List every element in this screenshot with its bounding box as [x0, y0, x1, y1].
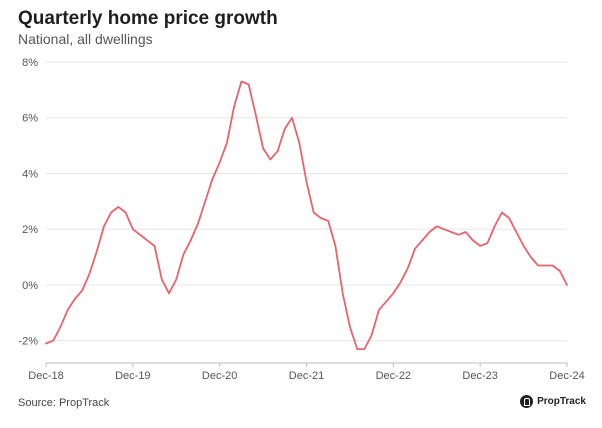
y-tick-label: 0% — [22, 280, 38, 292]
x-tick-label: Dec-24 — [549, 370, 584, 382]
x-tick-label: Dec-23 — [462, 370, 497, 382]
chart-subtitle: National, all dwellings — [18, 31, 153, 47]
brand-name: PropTrack — [537, 396, 586, 407]
y-tick-label: 6% — [22, 113, 38, 125]
y-tick-label: 4% — [22, 168, 38, 180]
chart-title: Quarterly home price growth — [18, 8, 278, 29]
series-layer — [45, 80, 568, 351]
x-tick-label: Dec-21 — [289, 370, 324, 382]
y-tick-label: 8% — [22, 57, 38, 69]
brand-logo: PropTrack — [520, 395, 586, 408]
x-tick-label: Dec-22 — [376, 370, 411, 382]
series-line — [45, 80, 568, 351]
gridlines — [46, 61, 567, 342]
y-tick-label: -2% — [18, 336, 38, 348]
x-tick-label: Dec-20 — [202, 370, 237, 382]
proptrack-logo-icon — [520, 395, 534, 408]
y-tick-label: 2% — [22, 224, 38, 236]
axes: -2% 0% 2% 4% 6% 8% Dec-18 Dec-19 Dec-20 Dec-21 Dec… — [18, 57, 584, 382]
source-note: Source: PropTrack — [18, 397, 110, 409]
x-tick-label: Dec-18 — [28, 370, 63, 382]
x-tick-label: Dec-19 — [115, 370, 150, 382]
